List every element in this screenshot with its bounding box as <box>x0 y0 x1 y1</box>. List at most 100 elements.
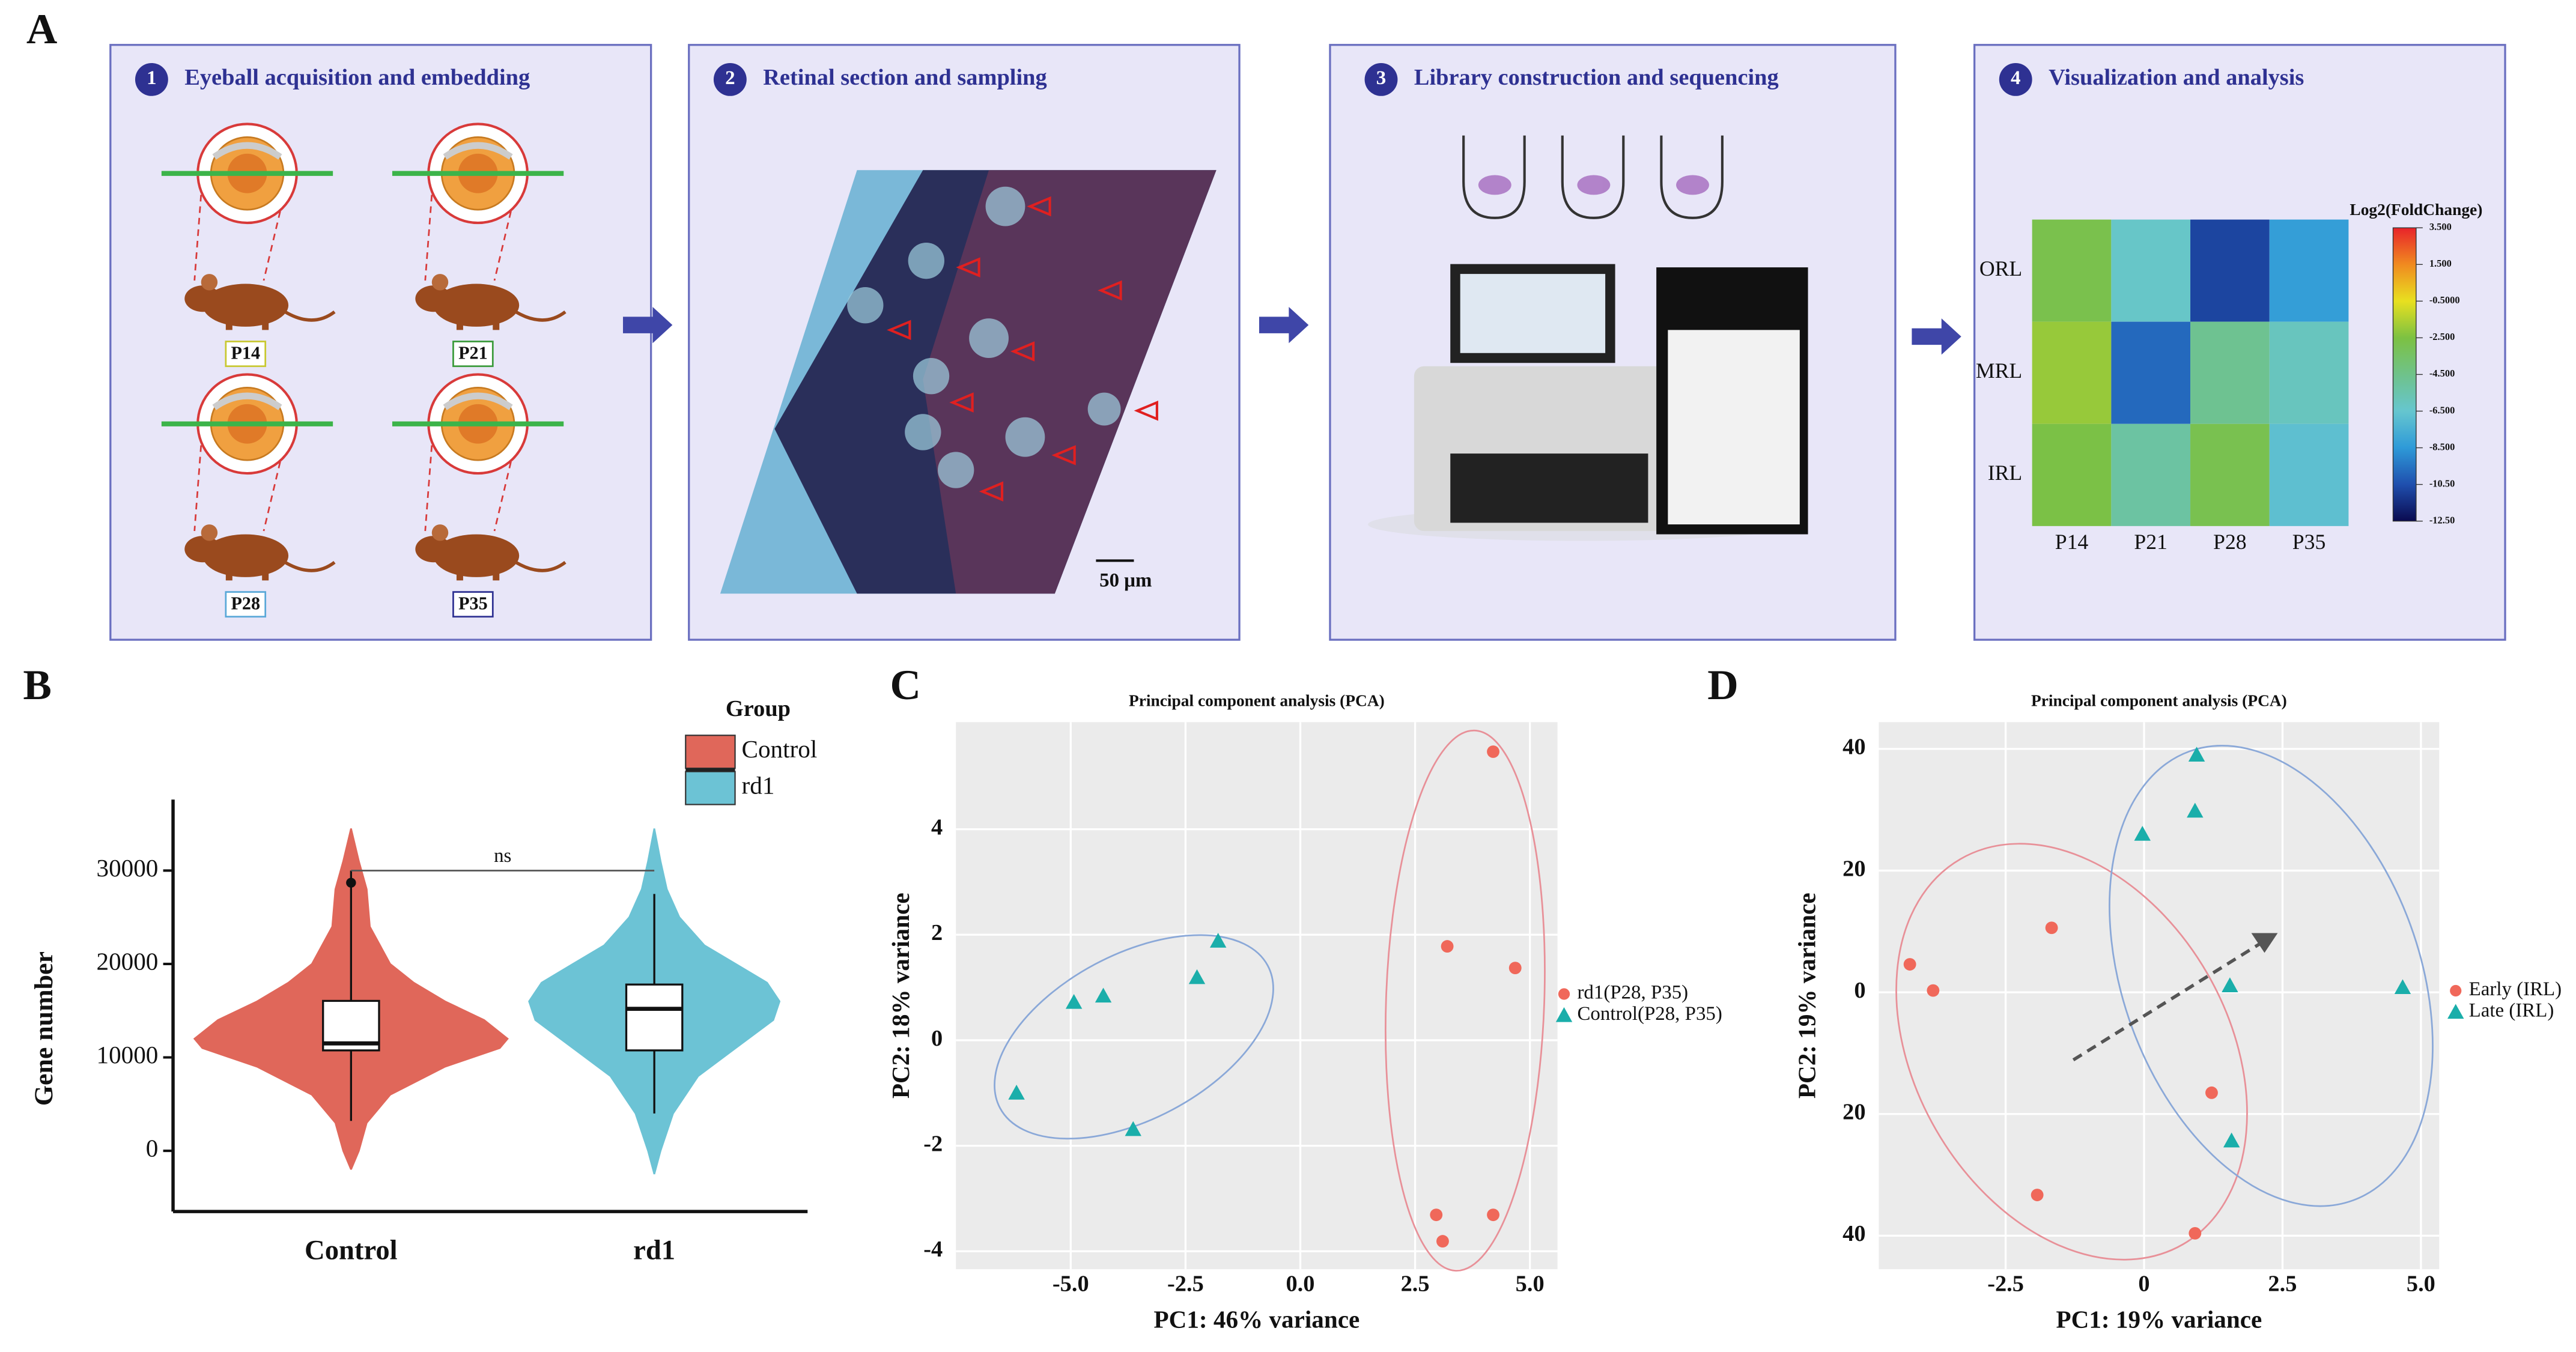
y-tick-label: -4 <box>923 1237 943 1262</box>
chart-title: Principal component analysis (PCA) <box>1129 692 1385 710</box>
point <box>2394 979 2411 995</box>
point <box>1065 993 1083 1009</box>
age-label: P14 P21 P28 P35 <box>225 341 494 618</box>
x-tick-label: 0 <box>2138 1271 2149 1296</box>
col-label: P21 <box>2134 530 2167 554</box>
legend-label: rd1(P28, P35) <box>1577 982 1688 1004</box>
heat-cell <box>2190 423 2270 526</box>
y-tick-label: 0 <box>931 1026 943 1051</box>
heat-cell <box>2269 423 2349 526</box>
colorbar-tick-label: -8.500 <box>2429 441 2455 452</box>
confidence-ellipse <box>994 934 1274 1140</box>
row-label: MRL <box>1976 359 2022 383</box>
point <box>2222 977 2238 992</box>
point <box>1430 1208 1443 1222</box>
panel-label: A <box>26 5 58 53</box>
legend-label: Late (IRL) <box>2469 1000 2554 1022</box>
step-number: 1 <box>147 67 156 89</box>
step-badge <box>135 62 168 96</box>
legend-marker <box>1558 988 1570 1000</box>
x-tick-label: 2.5 <box>1401 1271 1430 1296</box>
y-axis-label: PC2: 18% variance <box>887 893 914 1099</box>
chart-title: Principal component analysis (PCA) <box>2031 692 2287 710</box>
step-badge <box>1999 62 2032 96</box>
legend-swatch <box>685 771 736 805</box>
plot-background <box>1879 722 2440 1270</box>
y-tick-label: 0 <box>146 1134 159 1162</box>
x-tick-label: rd1 <box>633 1234 675 1266</box>
x-tick-label: -5.0 <box>1053 1271 1089 1296</box>
legend-label: Control(P28, P35) <box>1577 1003 1722 1025</box>
step-number: 2 <box>725 67 735 89</box>
x-tick-label: 2.5 <box>2268 1271 2297 1296</box>
step-title: Retinal section and sampling <box>763 65 1046 90</box>
x-tick-label: Control <box>305 1234 398 1266</box>
heat-cell <box>2111 423 2191 526</box>
y-tick-label: 2 <box>931 920 943 945</box>
panel-label: B <box>23 661 52 709</box>
step-badge <box>1364 62 1398 96</box>
heat-cell <box>2111 219 2191 322</box>
heat-cell <box>2032 219 2112 322</box>
sequencer <box>1368 135 1808 541</box>
legend-swatch <box>685 735 736 769</box>
legend-marker <box>2447 1004 2464 1019</box>
y-axis-label: Gene number <box>29 951 58 1106</box>
y-tick-label: 40 <box>1842 735 1865 760</box>
confidence-ellipse <box>1895 843 2248 1261</box>
heat-cell <box>2111 321 2191 424</box>
heat-cell <box>2032 423 2112 526</box>
y-tick-label: -2 <box>923 1131 943 1156</box>
colorbar-tick-label: -10.50 <box>2429 477 2455 489</box>
point <box>1903 958 1916 971</box>
flow-arrow <box>623 306 1961 355</box>
violin-half <box>653 828 781 1175</box>
y-tick-label: 4 <box>931 814 943 840</box>
x-tick-label: -2.5 <box>1987 1271 2024 1296</box>
point <box>1188 969 1206 984</box>
x-tick-label: 5.0 <box>2407 1271 2435 1296</box>
colorbar-tick-label: -0.5000 <box>2429 294 2460 306</box>
point <box>1008 1085 1025 1100</box>
y-axis-label: PC2: 19% variance <box>1793 893 1821 1099</box>
y-tick-label: 20 <box>1842 1100 1865 1125</box>
colorbar-tick-label: -2.500 <box>2429 331 2455 342</box>
legend-marker <box>1555 1007 1573 1022</box>
colorbar-tick-label: -4.500 <box>2429 368 2455 379</box>
eye-illustration <box>162 124 565 580</box>
plot-background <box>956 722 1558 1270</box>
col-label: P35 <box>2292 530 2326 554</box>
age-text: P35 <box>458 593 488 613</box>
colorbar-tick-label: 1.500 <box>2429 258 2452 269</box>
age-text: P14 <box>231 342 260 363</box>
trend-arrow <box>2072 941 2262 1062</box>
colorbar <box>2392 227 2417 522</box>
heat-cell <box>2269 321 2349 424</box>
heat-cell <box>2032 321 2112 424</box>
y-tick-label: 20 <box>1842 856 1865 881</box>
heat-cell <box>2190 219 2270 322</box>
x-tick-label: 0.0 <box>1286 1271 1314 1296</box>
heat-cell <box>2190 321 2270 424</box>
point <box>2031 1189 2044 1201</box>
legend-title: Group <box>726 696 791 721</box>
row-label: ORL <box>1979 256 2022 280</box>
legend-label: Early (IRL) <box>2469 978 2562 1000</box>
colorbar-tick-label: -12.50 <box>2429 514 2455 526</box>
point <box>1095 987 1112 1003</box>
point <box>2189 1226 2202 1240</box>
step-badge <box>713 62 747 96</box>
age-text: P28 <box>231 593 260 613</box>
confidence-ellipse <box>2109 745 2434 1207</box>
point <box>2045 921 2058 935</box>
panel-label: C <box>890 661 921 709</box>
point <box>1487 1208 1499 1222</box>
colorbar-tick-label: -6.500 <box>2429 404 2455 416</box>
point <box>2134 826 2151 841</box>
col-label: P14 <box>2055 530 2089 554</box>
step-title: Eyeball acquisition and embedding <box>184 65 530 90</box>
trend-arrowhead <box>2251 933 2278 953</box>
point <box>1927 984 1940 997</box>
scale-bar: 50 μm <box>1099 570 1152 592</box>
